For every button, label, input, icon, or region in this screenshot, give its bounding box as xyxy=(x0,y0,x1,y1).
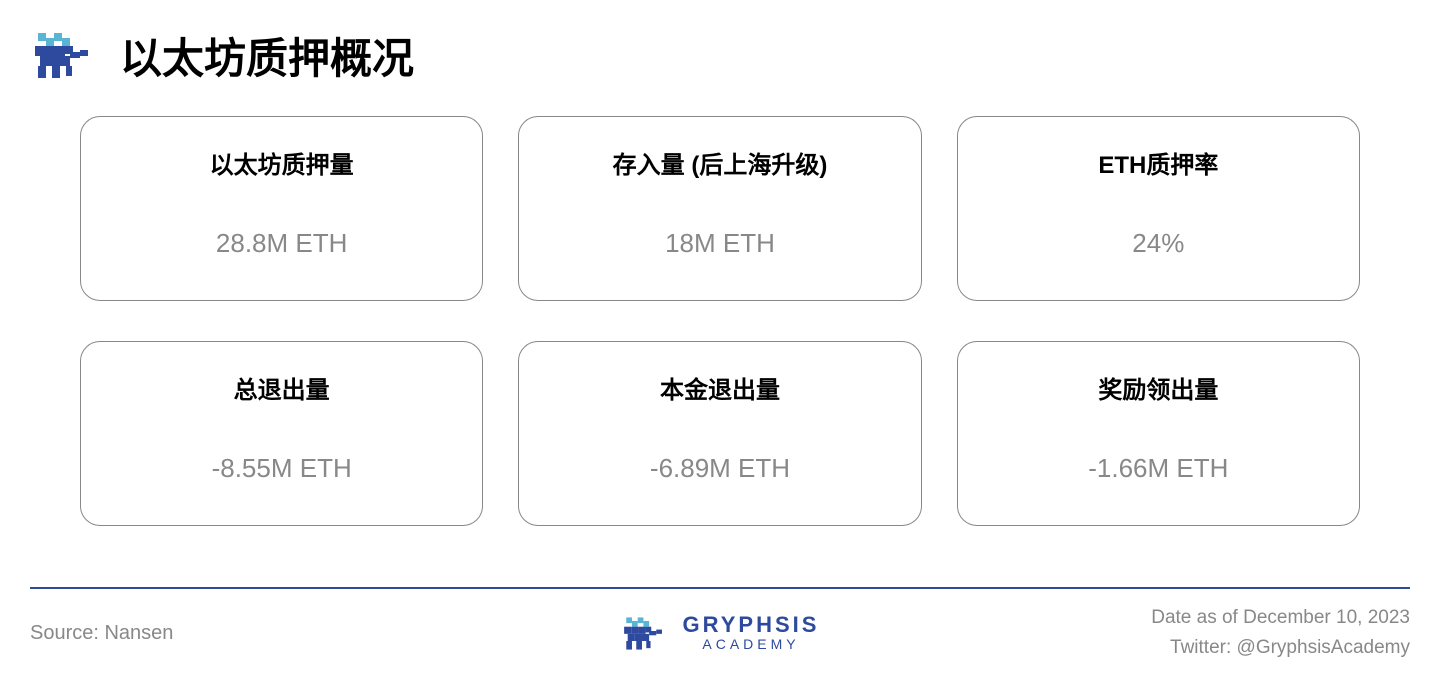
footer-row: Source: Nansen xyxy=(30,607,1410,659)
gryphsis-logo-icon xyxy=(621,611,671,656)
card-title: 存入量 (后上海升级) xyxy=(613,145,828,180)
card-title: 总退出量 xyxy=(234,370,330,405)
card-value: -6.89M ETH xyxy=(650,453,790,484)
brand-subtitle: ACADEMY xyxy=(683,637,820,652)
card-value: 24% xyxy=(1132,228,1184,259)
header: 以太坊质押概况 xyxy=(30,25,1410,86)
stat-card-rewards-withdrawn: 奖励领出量 -1.66M ETH xyxy=(957,341,1360,526)
stats-grid: 以太坊质押量 28.8M ETH 存入量 (后上海升级) 18M ETH ETH… xyxy=(30,116,1410,526)
footer-brand-text: GRYPHSIS ACADEMY xyxy=(683,613,820,653)
card-value: -8.55M ETH xyxy=(212,453,352,484)
card-value: 18M ETH xyxy=(665,228,775,259)
stat-card-stake-rate: ETH质押率 24% xyxy=(957,116,1360,301)
stat-card-deposits: 存入量 (后上海升级) 18M ETH xyxy=(518,116,921,301)
footer-meta: Date as of December 10, 2023 Twitter: @G… xyxy=(1151,607,1410,659)
stat-card-principal-exits: 本金退出量 -6.89M ETH xyxy=(518,341,921,526)
gryphsis-logo-icon xyxy=(30,28,100,83)
card-value: 28.8M ETH xyxy=(216,228,348,259)
card-title: 本金退出量 xyxy=(660,370,780,405)
card-title: 奖励领出量 xyxy=(1098,370,1218,405)
footer-divider xyxy=(30,587,1410,589)
footer: Source: Nansen xyxy=(30,587,1410,659)
footer-brand-block: GRYPHSIS ACADEMY xyxy=(621,611,820,656)
card-value: -1.66M ETH xyxy=(1088,453,1228,484)
footer-twitter: Twitter: @GryphsisAcademy xyxy=(1170,637,1410,659)
footer-date: Date as of December 10, 2023 xyxy=(1151,607,1410,629)
brand-name: GRYPHSIS xyxy=(683,613,820,637)
card-title: 以太坊质押量 xyxy=(210,145,354,180)
stat-card-total-exits: 总退出量 -8.55M ETH xyxy=(80,341,483,526)
footer-source: Source: Nansen xyxy=(30,622,173,645)
card-title: ETH质押率 xyxy=(1098,145,1218,180)
stat-card-staked-amount: 以太坊质押量 28.8M ETH xyxy=(80,116,483,301)
page-title: 以太坊质押概况 xyxy=(120,25,414,86)
